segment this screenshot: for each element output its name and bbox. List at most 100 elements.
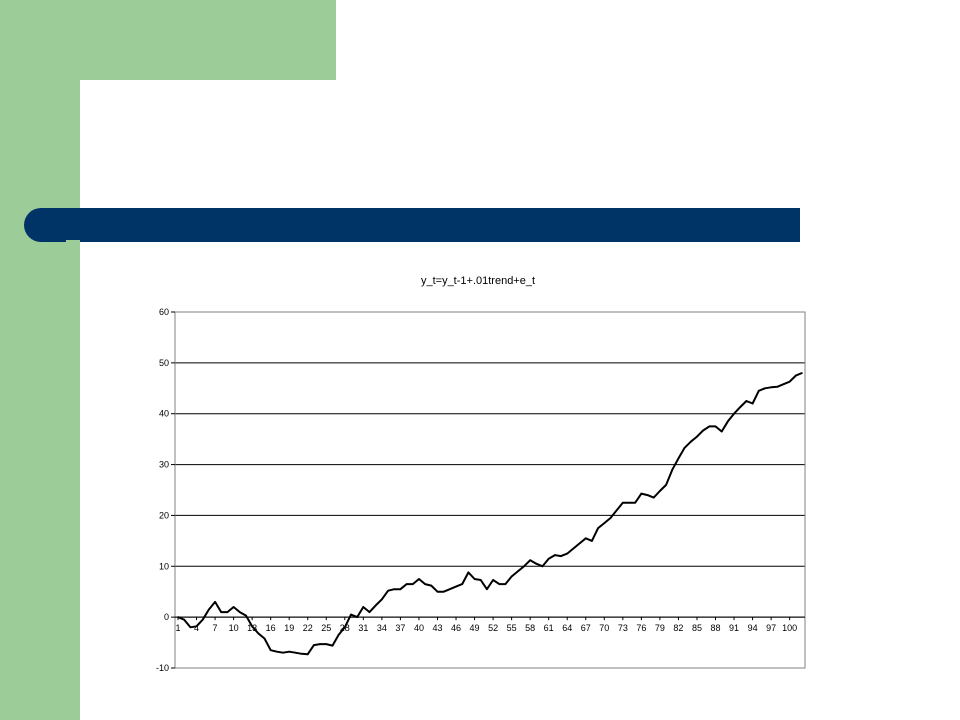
grid-lines (175, 362, 805, 618)
data-point (276, 650, 278, 653)
data-point (591, 540, 593, 542)
x-tick-label: 88 (710, 623, 720, 633)
data-point (727, 420, 729, 423)
data-point (788, 380, 791, 383)
x-tick-label: 64 (562, 623, 572, 633)
data-point (473, 578, 476, 580)
data-point (387, 589, 389, 592)
data-point (300, 653, 303, 655)
x-tick-label: 7 (213, 623, 218, 633)
data-point (751, 402, 754, 405)
data-point (449, 588, 451, 590)
data-point (603, 522, 606, 524)
x-tick-label: 61 (544, 623, 554, 633)
data-point (517, 570, 519, 573)
data-point (498, 583, 501, 585)
data-point (566, 552, 568, 555)
data-point (801, 372, 803, 374)
data-point (208, 608, 210, 611)
x-tick-label: 22 (303, 623, 313, 633)
data-point (344, 626, 346, 629)
x-tick-label: 49 (470, 623, 480, 633)
data-point (683, 447, 686, 449)
data-point (337, 634, 340, 636)
data-point (529, 559, 531, 561)
data-point (412, 583, 414, 585)
data-point (189, 626, 192, 629)
data-point (492, 579, 494, 581)
data-point (479, 579, 482, 581)
data-point (622, 501, 624, 504)
y-tick-label: 50 (159, 358, 169, 368)
data-point (782, 383, 785, 386)
data-point (696, 435, 698, 438)
data-point (195, 625, 198, 628)
data-point (306, 653, 309, 656)
x-tick-label: 94 (748, 623, 758, 633)
data-point (733, 412, 735, 415)
data-point (201, 618, 204, 621)
data-point (239, 611, 241, 613)
y-tick-label: -10 (156, 663, 169, 673)
data-point (609, 517, 612, 519)
x-tick-label: 1 (175, 623, 180, 633)
y-tick-label: 30 (159, 460, 169, 470)
x-tick-label: 67 (581, 623, 591, 633)
top-accent-bar (80, 0, 336, 80)
data-point (597, 527, 599, 529)
data-point (442, 590, 445, 593)
data-point (677, 457, 680, 460)
data-point (523, 565, 525, 568)
data-point (461, 583, 464, 585)
data-point (554, 554, 556, 556)
data-point (770, 386, 772, 389)
x-tick-label: 43 (432, 623, 442, 633)
x-tick-label: 91 (729, 623, 739, 633)
data-point (659, 490, 661, 492)
plot-area (174, 311, 806, 669)
data-point (578, 542, 581, 545)
data-point (245, 614, 247, 617)
data-point (183, 618, 185, 621)
chart-title: y_t=y_t-1+.01trend+e_t (421, 275, 535, 287)
data-point (646, 494, 649, 496)
data-point (374, 604, 377, 607)
data-point (362, 606, 365, 608)
data-point (368, 611, 371, 613)
data-point (288, 650, 291, 653)
x-tick-label: 76 (636, 623, 646, 633)
data-point (776, 386, 779, 388)
data-point (690, 440, 692, 443)
data-point (418, 578, 420, 580)
data-point (325, 643, 328, 645)
data-point (405, 583, 408, 585)
series-line (177, 372, 803, 656)
data-point (214, 601, 216, 603)
data-point (269, 649, 272, 651)
title-bar (24, 208, 800, 242)
x-tick-label: 70 (599, 623, 609, 633)
x-tick-label: 100 (782, 623, 797, 633)
x-tick-label: 13 (247, 623, 257, 633)
data-point (319, 643, 321, 645)
data-point (535, 562, 538, 565)
data-point (640, 492, 643, 495)
y-tick-label: 40 (159, 409, 169, 419)
data-point (393, 588, 396, 590)
data-point (764, 387, 766, 390)
data-point (226, 611, 229, 613)
data-point (356, 616, 359, 618)
x-tick-label: 55 (507, 623, 517, 633)
data-point (282, 651, 284, 654)
x-tick-label: 82 (673, 623, 683, 633)
data-point (795, 374, 797, 377)
x-axis: 1 4 7 10 13 16 19 22 25 28 31 34 37 40 43 46 49 52 55 58 61 6… (175, 616, 805, 633)
data-point (177, 616, 179, 618)
x-tick-label: 25 (321, 623, 331, 633)
y-tick-label: 20 (159, 510, 169, 520)
x-tick-label: 19 (284, 623, 294, 633)
data-point (455, 585, 457, 588)
data-point (294, 651, 297, 654)
data-point (541, 565, 544, 568)
data-point (702, 429, 704, 432)
